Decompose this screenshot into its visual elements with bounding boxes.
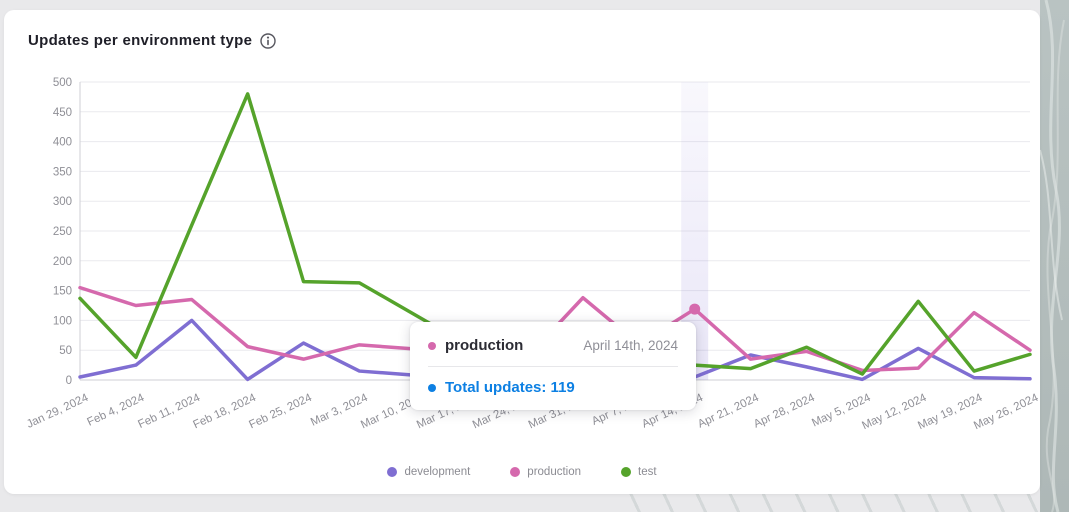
legend-item-test[interactable]: test [621,466,657,478]
production-series-dot [428,341,436,350]
y-axis-label: 500 [53,77,72,89]
x-axis-label: Jan 29, 2024 [25,392,91,431]
production-legend-dot [510,467,521,477]
y-axis-label: 400 [53,137,72,149]
chart-card: Updates per environment type 0 50 100 150 20… [4,10,1040,494]
info-icon[interactable] [260,32,276,49]
leaf-texture-graphic [1040,0,1065,512]
page-title: Updates per environment type [28,32,253,49]
x-axis-label: May 26, 2024 [972,392,1040,433]
tooltip-total-row: Total updates: 119 [428,379,678,396]
x-axis-label: Feb 25, 2024 [247,392,314,432]
tooltip-date: April 14th, 2024 [583,338,678,353]
y-axis-label: 250 [53,226,72,238]
y-axis-label: 450 [53,107,72,119]
active-point-marker [689,303,701,315]
card-header: Updates per environment type [28,32,276,49]
chart-legend: development production test [4,466,1040,478]
tooltip-total: Total updates: 119 [445,379,575,396]
legend-label: production [527,466,582,478]
x-axis-label: Apr 28, 2024 [752,392,817,431]
background-texture-bottom [620,494,1040,512]
y-axis-label: 300 [53,196,72,208]
tooltip-series-name: production [445,337,524,354]
development-legend-dot [387,467,398,477]
y-axis-label: 150 [53,286,72,298]
legend-label: development [404,466,471,478]
test-legend-dot [621,467,632,477]
chart-tooltip: production April 14th, 2024 Total update… [410,322,696,410]
y-axis-label: 350 [53,166,72,178]
tooltip-series-row: production April 14th, 2024 [428,337,678,354]
y-axis-label: 0 [66,375,72,387]
tooltip-divider [428,366,678,367]
legend-item-development[interactable]: development [387,466,470,478]
x-axis-label: Feb 18, 2024 [191,392,258,432]
legend-label: test [638,466,657,478]
y-axis-label: 100 [53,315,72,327]
y-axis-label: 50 [59,345,72,357]
x-axis-label: Apr 21, 2024 [696,392,761,431]
line-chart[interactable]: 0 50 100 150 200 250 300 350 400 450 500 Jan 29, 20… [4,10,1040,494]
total-updates-dot [428,383,436,392]
legend-item-production[interactable]: production [510,466,581,478]
background-artwork [1040,0,1069,512]
y-axis-label: 200 [53,256,72,268]
